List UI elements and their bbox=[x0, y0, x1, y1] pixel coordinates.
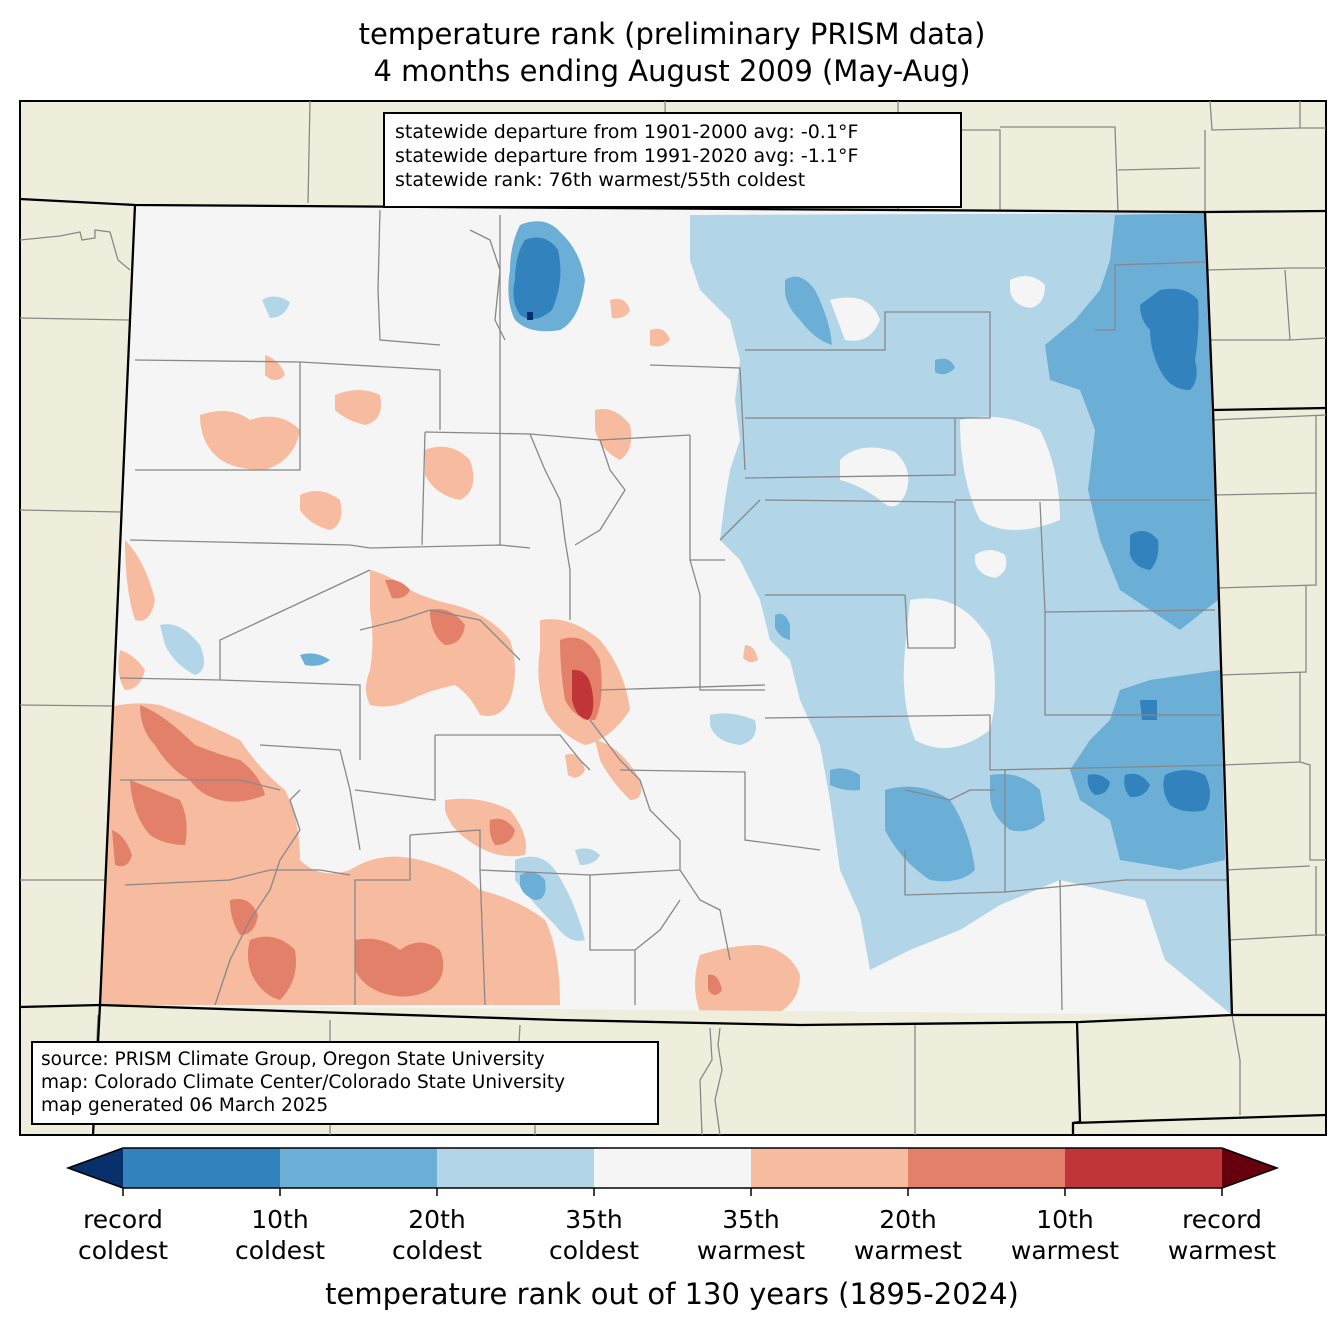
colorbar-tick-label: 35th coldest bbox=[514, 1204, 674, 1266]
colorbar-segment bbox=[1065, 1148, 1223, 1188]
colorbar-tick-label: record warmest bbox=[1142, 1204, 1302, 1266]
colorbar-tick-label: 10th warmest bbox=[985, 1204, 1145, 1266]
stats-line-2: statewide departure from 1991-2020 avg: … bbox=[395, 145, 859, 167]
colorbar-tick-label-line-2: warmest bbox=[853, 1236, 963, 1265]
stats-line-1: statewide departure from 1901-2000 avg: … bbox=[395, 121, 859, 143]
colorbar-segment bbox=[437, 1148, 595, 1188]
colorbar-tick-label-line-2: warmest bbox=[1010, 1236, 1120, 1265]
colorbar-segment bbox=[751, 1148, 909, 1188]
colorbar-tick-label-line-2: coldest bbox=[391, 1236, 483, 1265]
colorbar-segment bbox=[123, 1148, 281, 1188]
county-lines bbox=[119, 209, 1230, 1011]
colorbar-tick-label-line-2: warmest bbox=[696, 1236, 806, 1265]
colorbar-tick-label-line-1: 20th bbox=[879, 1205, 937, 1234]
colorbar-tick-label: record coldest bbox=[43, 1204, 203, 1266]
colorbar-extend-max bbox=[1222, 1148, 1277, 1188]
colorbar-tick-label-line-1: 10th bbox=[251, 1205, 309, 1234]
colorbar-tick-label-line-2: coldest bbox=[77, 1236, 169, 1265]
state-borders bbox=[20, 197, 1326, 1135]
colorbar-tick-label-line-2: coldest bbox=[234, 1236, 326, 1265]
colorbar-segment bbox=[908, 1148, 1066, 1188]
colorbar-segment bbox=[594, 1148, 752, 1188]
colorbar-tick-label: 10th coldest bbox=[200, 1204, 360, 1266]
colorbar-tick-label: 35th warmest bbox=[671, 1204, 831, 1266]
source-box: source: PRISM Climate Group, Oregon Stat… bbox=[31, 1041, 659, 1125]
colorbar-tick-label-line-1: 10th bbox=[1036, 1205, 1094, 1234]
colorbar-tick-label-line-1: 35th bbox=[565, 1205, 623, 1234]
warmer-area-southwest bbox=[140, 705, 265, 802]
page-title: temperature rank (preliminary PRISM data… bbox=[0, 16, 1344, 90]
colorbar-tick-label-line-2: warmest bbox=[1167, 1236, 1277, 1265]
colorbar-tick-label: 20th coldest bbox=[357, 1204, 517, 1266]
colorbar-tick-label-line-1: record bbox=[83, 1205, 163, 1234]
source-line-3: map generated 06 March 2025 bbox=[41, 1095, 329, 1116]
colorbar-tick-label-line-1: record bbox=[1182, 1205, 1262, 1234]
colorbar-tick-label-line-1: 20th bbox=[408, 1205, 466, 1234]
colorbar-tick-label-line-2: coldest bbox=[548, 1236, 640, 1265]
stats-line-3: statewide rank: 76th warmest/55th coldes… bbox=[395, 169, 806, 191]
colorbar-tick-label-line-1: 35th bbox=[722, 1205, 780, 1234]
statewide-stats-box: statewide departure from 1901-2000 avg: … bbox=[383, 112, 962, 208]
title-line-1: temperature rank (preliminary PRISM data… bbox=[358, 17, 986, 51]
source-line-1: source: PRISM Climate Group, Oregon Stat… bbox=[41, 1049, 545, 1070]
colorbar bbox=[65, 1147, 1280, 1196]
temperature-rank-shading bbox=[100, 213, 1232, 1015]
colorbar-title: temperature rank out of 130 years (1895-… bbox=[325, 1277, 1019, 1311]
source-line-2: map: Colorado Climate Center/Colorado St… bbox=[41, 1072, 566, 1093]
coldest-area-east bbox=[1140, 288, 1199, 390]
colorbar-extend-min bbox=[68, 1148, 123, 1188]
title-line-2: 4 months ending August 2009 (May-Aug) bbox=[373, 54, 971, 88]
warmest-spot bbox=[572, 669, 594, 720]
colorbar-segment bbox=[280, 1148, 438, 1188]
colorbar-tick-label: 20th warmest bbox=[828, 1204, 988, 1266]
